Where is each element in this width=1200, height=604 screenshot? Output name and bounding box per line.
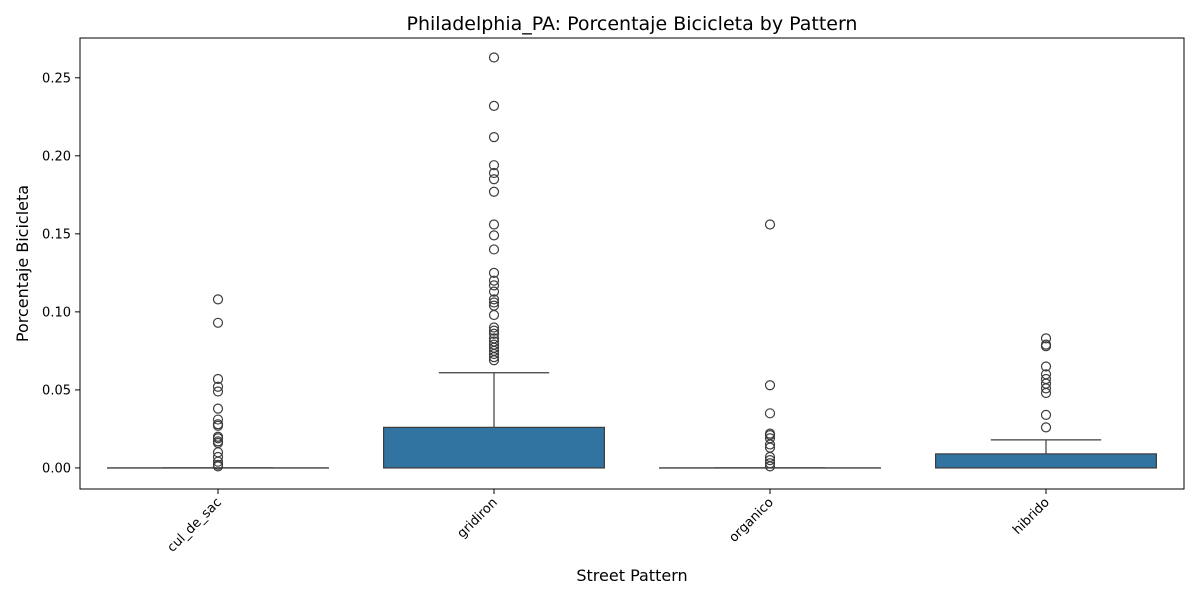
outlier-point	[490, 175, 499, 184]
outlier-point	[766, 220, 775, 229]
x-tick-label: organico	[726, 495, 776, 545]
outlier-point	[214, 295, 223, 304]
chart-title: Philadelphia_PA: Porcentaje Bicicleta by…	[407, 13, 858, 35]
y-tick-label: 0.00	[42, 461, 71, 476]
box-iqr	[936, 454, 1157, 468]
outlier-point	[214, 318, 223, 327]
outlier-point	[490, 220, 499, 229]
x-axis-title: Street Pattern	[576, 566, 687, 585]
outlier-point	[490, 101, 499, 110]
y-tick-label: 0.25	[42, 71, 71, 86]
x-axis: cul_de_sac gridiron organico hibrido	[165, 489, 1053, 555]
outlier-point	[214, 404, 223, 413]
outlier-point	[490, 310, 499, 319]
box-iqr	[384, 427, 605, 468]
outlier-point	[1042, 410, 1051, 419]
outlier-point	[1042, 423, 1051, 432]
plot-frame	[80, 38, 1184, 489]
box-group-hibrido	[936, 334, 1157, 468]
outlier-point	[490, 53, 499, 62]
outlier-point	[490, 133, 499, 142]
outlier-point	[490, 187, 499, 196]
x-tick-label: hibrido	[1010, 495, 1053, 538]
y-tick-label: 0.10	[42, 305, 71, 320]
box-series	[108, 53, 1157, 471]
y-tick-label: 0.15	[42, 227, 71, 242]
y-axis: 0.00 0.05 0.10 0.15 0.20 0.25	[42, 71, 80, 476]
box-group-organico	[660, 220, 881, 471]
box-group-gridiron	[384, 53, 605, 468]
x-tick-label: cul_de_sac	[165, 495, 225, 555]
outlier-point	[766, 381, 775, 390]
y-axis-title: Porcentaje Bicicleta	[13, 185, 32, 342]
outlier-point	[766, 409, 775, 418]
outlier-point	[490, 231, 499, 240]
box-group-cul_de_sac	[108, 295, 329, 471]
y-tick-label: 0.20	[42, 149, 71, 164]
y-tick-label: 0.05	[42, 383, 71, 398]
outlier-point	[490, 245, 499, 254]
x-tick-label: gridiron	[455, 495, 501, 541]
